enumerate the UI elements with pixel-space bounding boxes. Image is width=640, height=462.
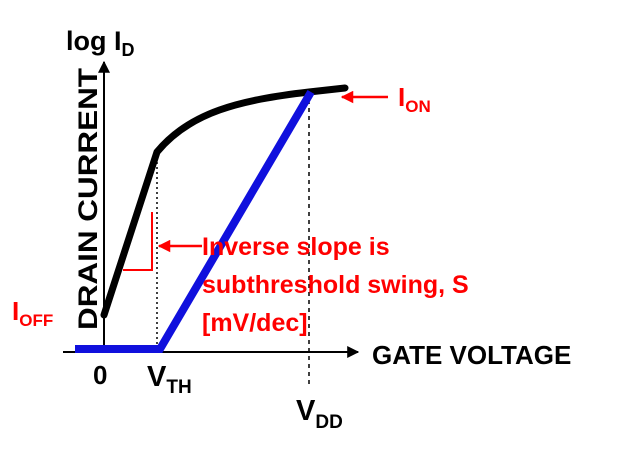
annotation-line-3: [mV/dec] <box>202 309 308 337</box>
annotation-line-2: subthreshold swing, S <box>202 271 469 299</box>
linear-drain-current-line <box>75 89 315 353</box>
annotation-line-1: Inverse slope is <box>202 233 390 261</box>
vdd-label: VDD <box>296 395 343 433</box>
origin-label: 0 <box>93 360 107 390</box>
slope-bracket <box>123 212 153 271</box>
vth-label-main: V <box>147 361 167 393</box>
ion-label-main: I <box>398 82 405 112</box>
x-axis-label: GATE VOLTAGE <box>372 340 571 370</box>
vth-label: VTH <box>147 361 192 398</box>
vdd-label-subscript: DD <box>315 412 342 433</box>
y-axis-label: DRAIN CURRENT <box>73 67 103 330</box>
y-axis-title: log ID <box>66 26 135 60</box>
y-axis-title-main: log I <box>66 26 122 56</box>
vdd-label-main: V <box>296 395 316 427</box>
ioff-label-main: I <box>12 296 19 326</box>
ioff-label: IOFF <box>12 296 53 330</box>
vth-label-subscript: TH <box>166 377 191 398</box>
ion-label-subscript: ON <box>405 97 431 116</box>
ioff-label-subscript: OFF <box>19 311 53 330</box>
y-axis-title-subscript: D <box>122 40 135 60</box>
log-drain-current-curve <box>100 84 349 319</box>
ion-label: ION <box>398 82 431 116</box>
